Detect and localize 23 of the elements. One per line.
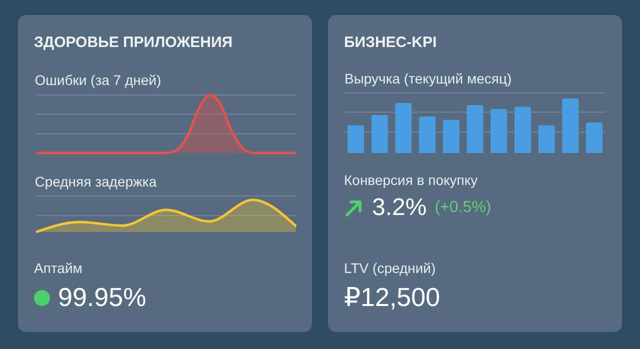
- bar: [562, 98, 579, 153]
- text: БИЗНЕС-KPI: [344, 34, 437, 51]
- bar: [418, 116, 436, 153]
- bar: [538, 125, 555, 153]
- bar: [371, 114, 388, 153]
- text: ЗДОРОВЬЕ ПРИЛОЖЕНИЯ: [34, 34, 233, 51]
- chart-title: Ошибки (за 7 дней): [34, 72, 162, 88]
- bar: [586, 122, 603, 153]
- text: Конверсия в покупку: [344, 172, 479, 188]
- bar: [442, 120, 460, 153]
- chart-title: Средняя задержка: [34, 174, 157, 190]
- text: ₽12,500: [344, 282, 440, 313]
- bar: [347, 125, 364, 153]
- text: (+0.5%): [434, 199, 492, 217]
- text: 99.95%: [58, 282, 146, 313]
- bar: [514, 106, 532, 153]
- bar: [466, 105, 484, 153]
- bar: [490, 108, 508, 153]
- text: 3.2%: [372, 194, 427, 222]
- bar: [395, 102, 412, 153]
- text: LTV (средний): [344, 260, 437, 276]
- chart-title: Выручка (текущий месяц): [344, 70, 512, 86]
- text: Аптайм: [34, 260, 84, 276]
